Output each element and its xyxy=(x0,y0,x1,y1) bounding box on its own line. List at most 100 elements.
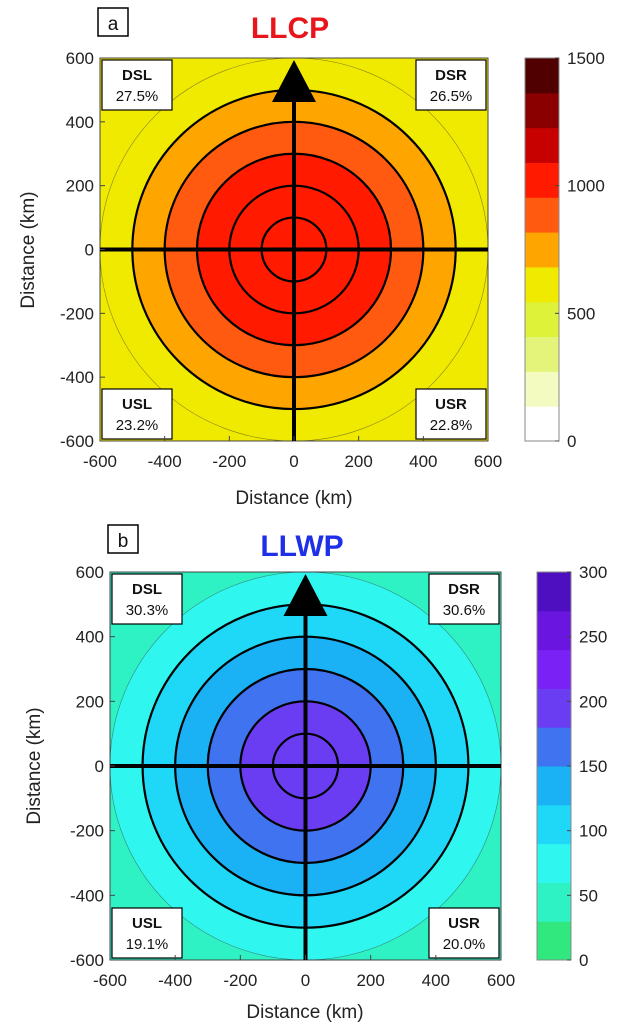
quadrant-label-usr: USR 22.8% xyxy=(415,388,487,440)
x-tick-label: 400 xyxy=(422,971,450,990)
colorbar-segment xyxy=(525,58,559,94)
shear-arrow-icon xyxy=(272,60,316,102)
chart-title: LLCP xyxy=(251,12,329,45)
colorbar-segment xyxy=(537,882,571,922)
colorbar: 300 250 200 150 100 50 0 xyxy=(536,563,607,970)
quadrant-percent: 30.3% xyxy=(126,602,169,619)
panel-label-box xyxy=(107,524,139,554)
quadrant-name: DSL xyxy=(132,581,162,598)
colorbar-segment xyxy=(525,406,559,442)
colorbar-tick-label: 1000 xyxy=(567,177,605,196)
colorbar-tick-label: 50 xyxy=(579,886,598,905)
y-tick-label: -200 xyxy=(60,304,94,323)
colorbar-segment xyxy=(537,572,571,612)
quadrant-box xyxy=(101,388,173,440)
colorbar-tick-label: 200 xyxy=(579,692,607,711)
quadrant-name: DSL xyxy=(122,67,152,84)
y-axis-label: Distance (km) xyxy=(24,707,45,824)
y-tick-label: -200 xyxy=(70,822,104,841)
colorbar-tick-label: 100 xyxy=(579,822,607,841)
x-tick-label: -600 xyxy=(83,452,117,471)
y-axis-label: Distance (km) xyxy=(18,191,39,308)
colorbar-segment xyxy=(525,371,559,407)
quadrant-box xyxy=(101,59,173,111)
panel-llcp: a LLCP DSL27.5%DSR26.5%USL23.2%USR22.8% … xyxy=(18,7,605,509)
quadrant-percent: 27.5% xyxy=(116,88,159,105)
colorbar-segment xyxy=(525,301,559,338)
colorbar-segment xyxy=(537,843,571,883)
colorbar: 1500 1000 500 0 xyxy=(524,49,605,451)
quadrant-name: DSR xyxy=(448,581,480,598)
quadrant-box xyxy=(428,573,500,625)
panel-llwp: b LLWP DSL30.3%DSR30.6%USL19.1%USR20.0% … xyxy=(24,524,607,1023)
quadrant-label-dsr: DSR 26.5% xyxy=(415,59,487,111)
colorbar-segment xyxy=(537,921,571,961)
quadrant-name: USR xyxy=(448,915,480,932)
colorbar-frame xyxy=(524,57,560,442)
quadrant-percent: 22.8% xyxy=(430,417,473,434)
quadrant-box xyxy=(415,59,487,111)
y-tick-label: 400 xyxy=(66,113,94,132)
y-tick-label: 600 xyxy=(66,49,94,68)
shear-arrow-icon xyxy=(283,574,328,616)
y-tick-label: 400 xyxy=(76,628,104,647)
colorbar-segment xyxy=(537,804,571,845)
quadrant-name: DSR xyxy=(435,67,467,84)
panel-label-box xyxy=(97,7,129,37)
x-tick-label: -400 xyxy=(158,971,192,990)
colorbar-segment xyxy=(537,766,571,806)
colorbar-tick-label: 0 xyxy=(579,951,588,970)
colorbar-segment xyxy=(525,127,559,163)
quadrant-label-dsl: DSL 30.3% xyxy=(111,573,183,625)
x-tick-label: 0 xyxy=(289,452,298,471)
colorbar-tick-label: 250 xyxy=(579,628,607,647)
quadrant-label-dsl: DSL 27.5% xyxy=(101,59,173,111)
quadrant-name: USR xyxy=(435,396,467,413)
panel-label: b xyxy=(118,531,129,552)
x-tick-label: -400 xyxy=(148,452,182,471)
quadrant-box xyxy=(111,573,183,625)
colorbar-segment xyxy=(525,232,559,268)
colorbar-tick-label: 1500 xyxy=(567,49,605,68)
y-tick-label: -400 xyxy=(70,886,104,905)
colorbar-segment xyxy=(537,610,571,651)
quadrant-percent: 26.5% xyxy=(430,88,473,105)
colorbar-segment xyxy=(525,92,559,129)
quadrant-percent: 30.6% xyxy=(443,602,486,619)
quadrant-name: USL xyxy=(132,915,162,932)
colorbar-tick-label: 500 xyxy=(567,304,595,323)
x-tick-label: 600 xyxy=(487,971,515,990)
plot-area: DSL 27.5% DSR 26.5% USL 23.2% USR 22.8% xyxy=(99,57,489,442)
colorbar-tick-label: 150 xyxy=(579,757,607,776)
y-tick-label: -600 xyxy=(70,951,104,970)
y-tick-label: 0 xyxy=(95,757,104,776)
x-tick-label: 200 xyxy=(356,971,384,990)
x-tick-label: 600 xyxy=(474,452,502,471)
quadrant-percent: 23.2% xyxy=(116,417,159,434)
x-axis-label: Distance (km) xyxy=(246,1002,363,1023)
colorbar-segment xyxy=(537,649,571,689)
colorbar-segment xyxy=(537,727,571,767)
quadrant-box xyxy=(111,907,183,959)
quadrant-name: USL xyxy=(122,396,152,413)
y-tick-label: 0 xyxy=(85,241,94,260)
colorbar-segment xyxy=(525,162,559,198)
colorbar-tick-label: 0 xyxy=(567,432,576,451)
plot-area: DSL 30.3% DSR 30.6% USL 19.1% USR 20.0% xyxy=(109,571,502,961)
y-tick-label: 200 xyxy=(66,177,94,196)
y-tick-label: 600 xyxy=(76,563,104,582)
x-tick-label: -600 xyxy=(93,971,127,990)
y-tick-label: -600 xyxy=(60,432,94,451)
quadrant-label-usl: USL 23.2% xyxy=(101,388,173,440)
quadrant-percent: 19.1% xyxy=(126,936,169,953)
x-tick-label: 200 xyxy=(344,452,372,471)
chart-title: LLWP xyxy=(260,530,343,563)
y-tick-label: 200 xyxy=(76,692,104,711)
colorbar-segment xyxy=(537,688,571,728)
panel-label: a xyxy=(108,14,119,35)
quadrant-percent: 20.0% xyxy=(443,936,486,953)
quadrant-label-dsr: DSR 30.6% xyxy=(428,573,500,625)
quadrant-label-usr: USR 20.0% xyxy=(428,907,500,959)
x-tick-label: -200 xyxy=(212,452,246,471)
